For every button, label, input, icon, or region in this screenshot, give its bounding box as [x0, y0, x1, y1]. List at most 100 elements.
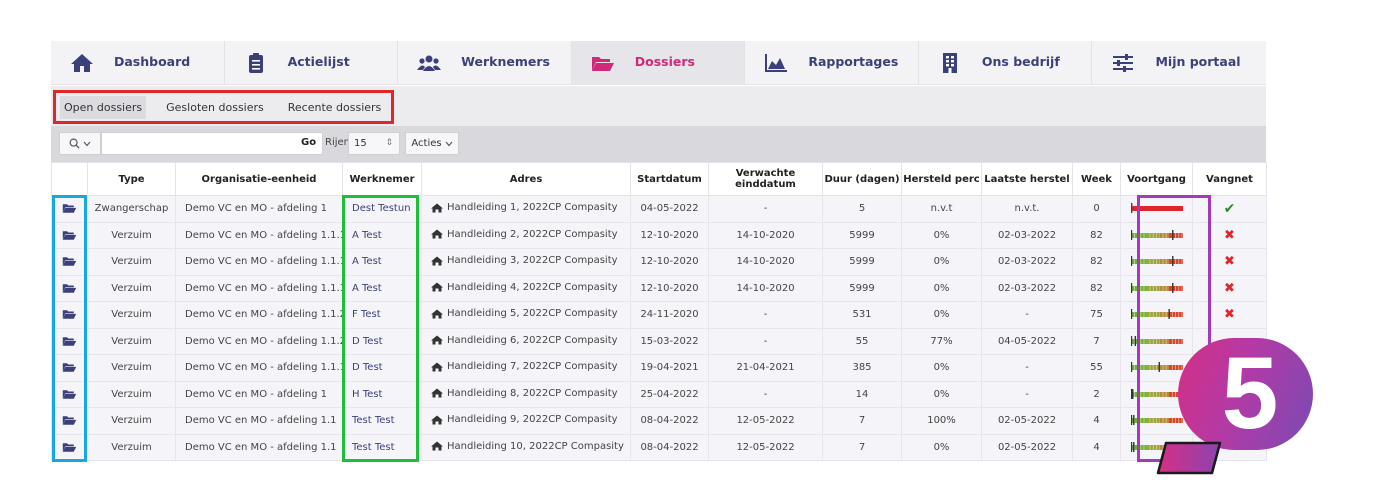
employee-link[interactable]: A Test	[342, 274, 422, 302]
org-unit-cell: Demo VC en MO - afdeling 1	[175, 380, 343, 408]
folder-open-icon[interactable]	[62, 389, 77, 400]
folder-open-icon[interactable]	[62, 230, 77, 241]
table-row[interactable]: Verzuim Demo VC en MO - afdeling 1.1.1 A T…	[51, 221, 1267, 249]
search-column-dropdown[interactable]	[59, 132, 101, 155]
subtab-open-dossiers[interactable]: Open dossiers	[60, 95, 147, 119]
employee-link[interactable]: A Test	[342, 221, 422, 249]
open-dossier-cell[interactable]	[51, 433, 88, 461]
progress-segment	[1130, 232, 1147, 238]
go-button[interactable]: Go	[301, 137, 317, 148]
recovered-percent-cell: n.v.t	[901, 195, 982, 223]
open-dossier-cell[interactable]	[51, 274, 88, 302]
nav-tab-icon	[763, 51, 789, 75]
subtab-gesloten-dossiers[interactable]: Gesloten dossiers	[166, 100, 264, 114]
folder-open-icon[interactable]	[62, 336, 77, 347]
area-chart-icon	[765, 54, 788, 72]
employee-link[interactable]: Dest Testun	[342, 195, 422, 223]
nav-tab-werknemers[interactable]: Werknemers	[398, 41, 572, 85]
employee-link[interactable]: A Test	[342, 248, 422, 276]
open-dossier-cell[interactable]	[51, 380, 88, 408]
progress-marker	[1171, 229, 1173, 240]
progress-marker	[1171, 256, 1173, 267]
column-header[interactable]: Verwachte einddatum	[708, 162, 823, 196]
table-row[interactable]: Verzuim Demo VC en MO - afdeling 1.1 Test …	[51, 433, 1267, 461]
progress-marker	[1132, 441, 1134, 452]
progress-marker	[1131, 388, 1133, 399]
employee-link[interactable]: D Test	[342, 354, 422, 382]
progress-segment	[1159, 285, 1169, 291]
rows-select[interactable]: 15 ⇕	[348, 132, 400, 155]
open-dossier-cell[interactable]	[51, 327, 88, 355]
employee-link[interactable]: Test Test	[342, 433, 422, 461]
progress-cell	[1120, 301, 1193, 329]
spinner-icon: ⇕	[385, 138, 393, 148]
column-header[interactable]: Voortgang	[1120, 162, 1193, 196]
folder-open-icon[interactable]	[62, 415, 77, 426]
employee-link[interactable]: D Test	[342, 327, 422, 355]
column-header[interactable]: Type	[87, 162, 176, 196]
open-dossier-cell[interactable]	[51, 195, 88, 223]
column-header[interactable]: Week	[1072, 162, 1121, 196]
table-row[interactable]: Verzuim Demo VC en MO - afdeling 1.1.1 A T…	[51, 248, 1267, 276]
nav-tab-label: Dossiers	[634, 54, 695, 69]
folder-open-icon[interactable]	[62, 309, 77, 320]
type-cell: Zwangerschap	[87, 195, 176, 223]
open-dossier-cell[interactable]	[51, 221, 88, 249]
open-dossier-cell[interactable]	[51, 407, 88, 435]
type-cell: Verzuim	[87, 327, 176, 355]
nav-tab-mijn-portaal[interactable]: Mijn portaal	[1092, 41, 1266, 85]
table-row[interactable]: Verzuim Demo VC en MO - afdeling 1.1.1 D T…	[51, 354, 1267, 382]
progress-segment	[1146, 444, 1160, 450]
open-dossier-cell[interactable]	[51, 354, 88, 382]
search-input[interactable]	[101, 132, 323, 155]
open-dossier-cell[interactable]	[51, 301, 88, 329]
home-icon	[431, 229, 443, 239]
nav-tab-dashboard[interactable]: Dashboard	[51, 41, 225, 85]
nav-tab-dossiers[interactable]: Dossiers	[571, 41, 746, 85]
open-dossier-cell[interactable]	[51, 248, 88, 276]
table-row[interactable]: Zwangerschap Demo VC en MO - afdeling 1 De…	[51, 195, 1267, 223]
table-row[interactable]: Verzuim Demo VC en MO - afdeling 1.1.2 D T…	[51, 327, 1267, 355]
column-header[interactable]: Adres	[421, 162, 631, 196]
nav-tab-actielijst[interactable]: Actielijst	[225, 41, 399, 85]
employee-link[interactable]: F Test	[342, 301, 422, 329]
recovered-percent-cell: 0%	[901, 433, 982, 461]
progress-segment	[1168, 259, 1183, 265]
building-icon	[942, 53, 957, 73]
main-nav: Dashboard Actielijst Werknemers Dossiers Rap…	[51, 41, 1266, 85]
table-row[interactable]: Verzuim Demo VC en MO - afdeling 1.1.1 A T…	[51, 274, 1267, 302]
folder-open-icon[interactable]	[62, 362, 77, 373]
progress-segment	[1159, 312, 1169, 318]
employee-link[interactable]: H Test	[342, 380, 422, 408]
column-header[interactable]: Duur (dagen)	[822, 162, 902, 196]
progress-start	[1130, 335, 1132, 346]
progress-segment	[1146, 418, 1160, 424]
folder-open-icon[interactable]	[62, 203, 77, 214]
progress-segment	[1130, 312, 1147, 318]
folder-open-icon	[591, 57, 614, 71]
recovered-percent-cell: 0%	[901, 301, 982, 329]
table-row[interactable]: Verzuim Demo VC en MO - afdeling 1.1 Test …	[51, 407, 1267, 435]
nav-tab-rapportages[interactable]: Rapportages	[745, 41, 919, 85]
subtab-recente-dossiers[interactable]: Recente dossiers	[287, 100, 382, 114]
progress-segment	[1146, 365, 1160, 371]
employee-link[interactable]: Test Test	[342, 407, 422, 435]
progress-segment	[1146, 232, 1160, 238]
column-header[interactable]: Organisatie-eenheid	[175, 162, 343, 196]
folder-open-icon[interactable]	[62, 442, 77, 453]
folder-open-icon[interactable]	[62, 283, 77, 294]
actions-dropdown[interactable]: Acties	[405, 132, 459, 155]
column-header[interactable]	[51, 162, 88, 196]
home-icon	[431, 282, 443, 292]
address-text: Handleiding 6, 2022CP Compasity	[447, 334, 618, 346]
column-header[interactable]: Vangnet	[1192, 162, 1267, 196]
table-row[interactable]: Verzuim Demo VC en MO - afdeling 1.1.2 F T…	[51, 301, 1267, 329]
folder-open-icon[interactable]	[62, 256, 77, 267]
expected-end-cell: 21-04-2021	[708, 354, 823, 382]
column-header[interactable]: Hersteld perc	[901, 162, 982, 196]
column-header[interactable]: Werknemer	[342, 162, 422, 196]
column-header[interactable]: Laatste herstel	[981, 162, 1073, 196]
column-header[interactable]: Startdatum	[630, 162, 709, 196]
nav-tab-ons-bedrijf[interactable]: Ons bedrijf	[919, 41, 1093, 85]
